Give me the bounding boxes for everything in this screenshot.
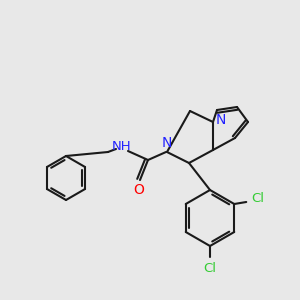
Text: N: N [162, 136, 172, 150]
Text: NH: NH [112, 140, 132, 154]
Text: O: O [134, 183, 144, 197]
Text: N: N [216, 113, 226, 127]
Text: Cl: Cl [203, 262, 217, 275]
Text: Cl: Cl [252, 191, 265, 205]
